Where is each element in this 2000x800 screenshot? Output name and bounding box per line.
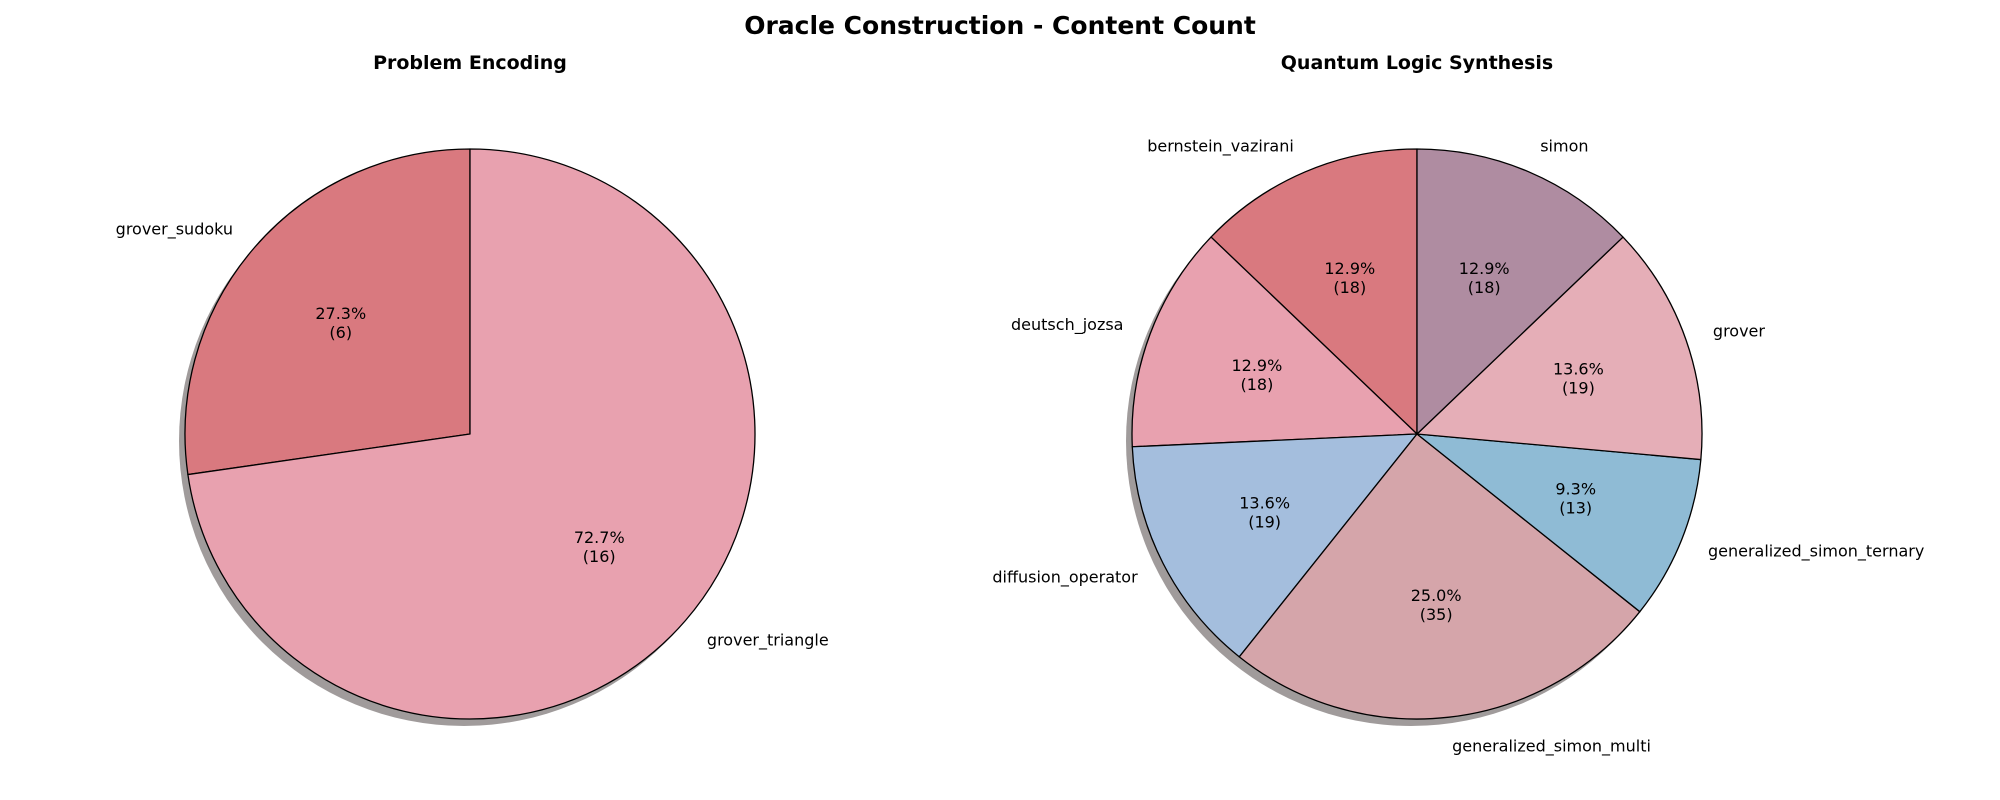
figure-title: Oracle Construction - Content Count — [744, 11, 1256, 40]
pie-chart-problem-encoding: Problem Encoding grover_sudoku 27.3%(6) gr… — [116, 52, 829, 726]
slice-label-simon: simon — [1540, 137, 1588, 156]
slice-label-grover-sudoku: grover_sudoku — [116, 220, 233, 240]
pie-slice-grover-triangle — [187, 148, 756, 720]
slice-label-deutsch-jozsa: deutsch_jozsa — [1011, 315, 1123, 335]
slice-label-grover-triangle: grover_triangle — [707, 630, 829, 650]
slice-count-bernstein-vazirani: (18) — [1333, 278, 1366, 297]
slice-count-diffusion-operator: (19) — [1248, 513, 1281, 532]
pie-slice-grover — [1416, 236, 1703, 461]
slice-percent-deutsch-jozsa: 12.9% — [1231, 356, 1282, 375]
pie-title-problem-encoding: Problem Encoding — [373, 52, 567, 74]
pie-slice-bernstein-vazirani — [1210, 148, 1418, 435]
slice-count-generalized-simon-multi: (35) — [1420, 605, 1453, 624]
slice-label-bernstein-vazirani: bernstein_vazirani — [1147, 137, 1294, 157]
pie-title-quantum-logic-synthesis: Quantum Logic Synthesis — [1281, 52, 1553, 74]
pie-slice-generalized-simon-ternary — [1416, 433, 1702, 613]
pie-slice-simon — [1416, 148, 1624, 435]
slice-count-generalized-simon-ternary: (13) — [1559, 499, 1592, 518]
slice-label-grover: grover — [1713, 321, 1765, 340]
slice-percent-generalized-simon-ternary: 9.3% — [1555, 480, 1596, 499]
slice-count-grover-sudoku: (6) — [329, 323, 352, 342]
slice-count-grover: (19) — [1562, 379, 1595, 398]
pie-slice-grover-sudoku — [184, 148, 471, 476]
slice-percent-simon: 12.9% — [1459, 259, 1510, 278]
slice-count-deutsch-jozsa: (18) — [1240, 375, 1273, 394]
slice-percent-grover-sudoku: 27.3% — [315, 304, 366, 323]
slice-percent-grover-triangle: 72.7% — [574, 528, 625, 547]
slice-percent-bernstein-vazirani: 12.9% — [1324, 259, 1375, 278]
pie-slice-deutsch-jozsa — [1131, 236, 1418, 448]
pie-slice-generalized-simon-multi — [1238, 433, 1641, 720]
slice-label-generalized-simon-multi: generalized_simon_multi — [1452, 737, 1651, 757]
slice-label-generalized-simon-ternary: generalized_simon_ternary — [1708, 542, 1924, 562]
slice-count-grover-triangle: (16) — [583, 547, 616, 566]
pie-chart-quantum-logic-synthesis: Quantum Logic Synthesis bernstein_vazira… — [992, 52, 1924, 757]
slice-count-simon: (18) — [1468, 278, 1501, 297]
slice-percent-grover: 13.6% — [1553, 360, 1604, 379]
slice-percent-generalized-simon-multi: 25.0% — [1411, 586, 1462, 605]
slice-label-diffusion-operator: diffusion_operator — [992, 567, 1138, 587]
slice-percent-diffusion-operator: 13.6% — [1239, 494, 1290, 513]
pie-slice-diffusion-operator — [1131, 433, 1418, 658]
